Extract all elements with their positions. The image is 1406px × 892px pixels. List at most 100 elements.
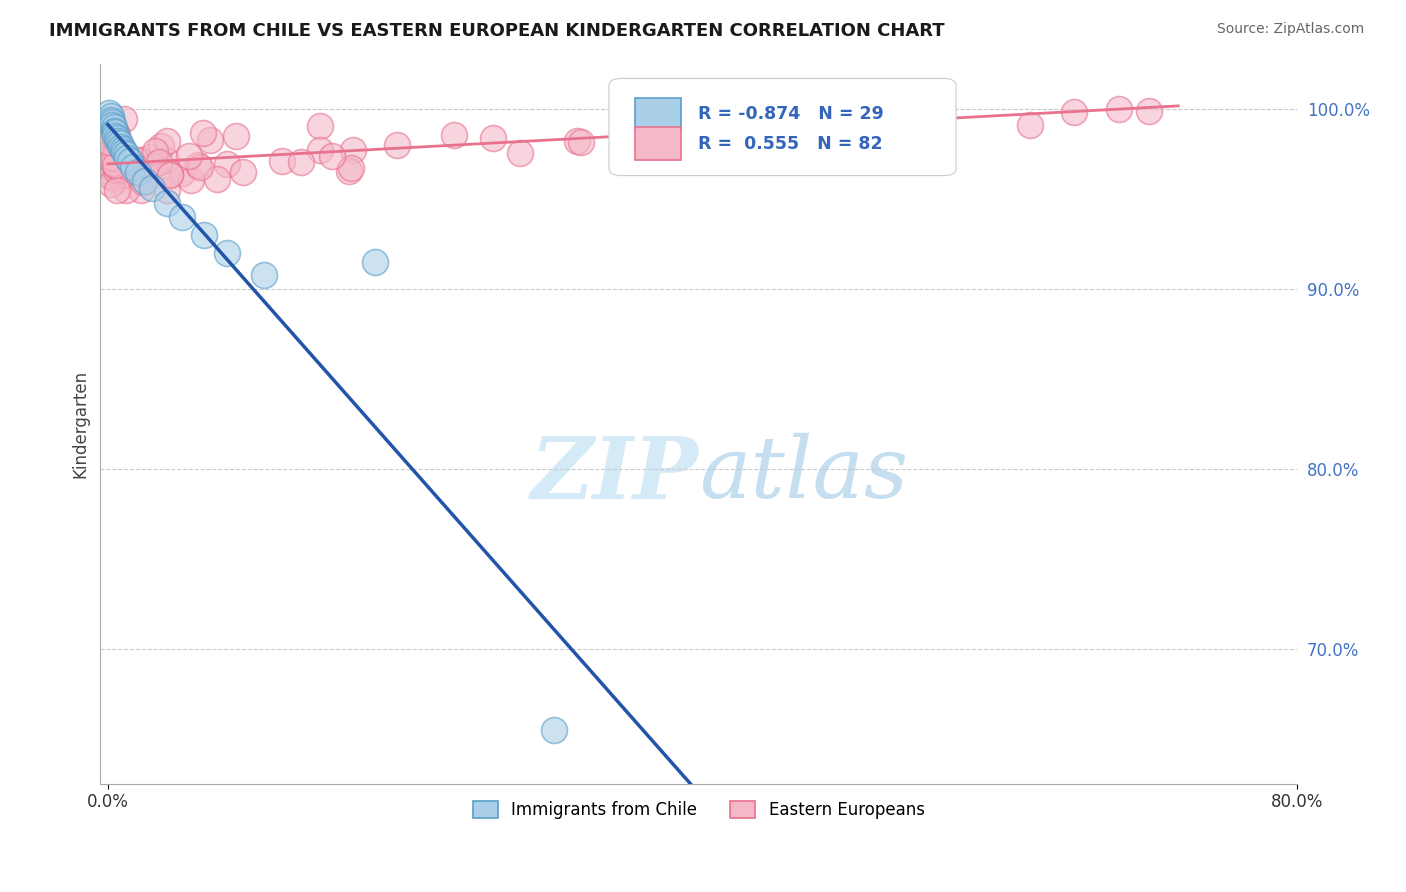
Point [309, 119, 332, 133]
Bar [636, 128, 681, 160]
Text: IMMIGRANTS FROM CHILE VS EASTERN EUROPEAN KINDERGARTEN CORRELATION CHART: IMMIGRANTS FROM CHILE VS EASTERN EUROPEA… [49, 22, 945, 40]
Point [567, 134, 589, 148]
Point [253, 268, 276, 282]
Point [215, 157, 238, 171]
Point [543, 723, 565, 737]
Point [132, 175, 155, 189]
Point [172, 166, 194, 180]
Point [172, 210, 194, 224]
Point [180, 172, 202, 186]
Point [115, 153, 138, 167]
Point [115, 151, 138, 165]
Point [110, 163, 132, 178]
Text: Source: ZipAtlas.com: Source: ZipAtlas.com [1216, 22, 1364, 37]
Point [101, 114, 124, 128]
Text: R =  0.555   N = 82: R = 0.555 N = 82 [697, 135, 882, 153]
Point [232, 164, 254, 178]
Point [105, 160, 128, 174]
Point [112, 168, 135, 182]
Point [198, 133, 221, 147]
Point [669, 134, 692, 148]
Text: ZIP: ZIP [531, 433, 699, 516]
Point [1137, 103, 1160, 118]
Point [104, 150, 127, 164]
Point [100, 112, 122, 127]
Text: atlas: atlas [699, 433, 908, 516]
Point [103, 142, 125, 156]
Point [104, 133, 127, 147]
Point [103, 123, 125, 137]
Point [105, 128, 128, 142]
Point [108, 136, 131, 151]
Point [104, 163, 127, 178]
Point [127, 165, 149, 179]
Point [342, 143, 364, 157]
Point [98, 135, 121, 149]
Point [105, 131, 128, 145]
Point [159, 167, 181, 181]
Point [110, 162, 132, 177]
Point [364, 255, 387, 269]
Point [340, 161, 363, 176]
Point [104, 128, 127, 143]
Point [120, 154, 142, 169]
FancyBboxPatch shape [609, 78, 956, 176]
Y-axis label: Kindergarten: Kindergarten [72, 370, 89, 478]
Point [156, 195, 179, 210]
Point [870, 93, 893, 107]
Point [100, 170, 122, 185]
Point [105, 126, 128, 140]
Point [98, 105, 121, 120]
Point [107, 138, 129, 153]
Point [225, 129, 247, 144]
Point [569, 135, 592, 149]
Point [205, 172, 228, 186]
Point [1018, 118, 1040, 132]
Point [98, 137, 121, 152]
Point [98, 146, 121, 161]
Point [709, 121, 731, 136]
Point [110, 140, 132, 154]
Point [150, 138, 173, 153]
Point [745, 129, 768, 144]
Point [103, 120, 125, 134]
Point [215, 246, 238, 260]
Point [186, 158, 208, 172]
Bar [636, 98, 681, 130]
Point [1063, 104, 1085, 119]
Point [142, 159, 165, 173]
Point [103, 151, 125, 165]
Text: R = -0.874   N = 29: R = -0.874 N = 29 [697, 105, 883, 123]
Point [141, 181, 163, 195]
Point [134, 174, 156, 188]
Point [177, 148, 200, 162]
Point [155, 134, 177, 148]
Point [100, 169, 122, 183]
Point [114, 183, 136, 197]
Point [159, 169, 181, 183]
Point [385, 138, 408, 153]
Point [155, 153, 177, 167]
Point [125, 165, 148, 179]
Point [104, 157, 127, 171]
Point [481, 131, 503, 145]
Point [122, 160, 145, 174]
Point [156, 183, 179, 197]
Point [103, 156, 125, 170]
Point [98, 160, 121, 174]
Point [141, 150, 163, 164]
Point [509, 146, 531, 161]
Point [100, 109, 122, 123]
Point [188, 160, 211, 174]
Point [104, 172, 127, 186]
Point [105, 183, 128, 197]
Point [125, 153, 148, 167]
Legend: Immigrants from Chile, Eastern Europeans: Immigrants from Chile, Eastern Europeans [467, 794, 931, 826]
Point [443, 128, 465, 142]
Point [112, 112, 135, 126]
Point [107, 135, 129, 149]
Point [112, 145, 135, 160]
Point [128, 153, 150, 167]
Point [321, 149, 343, 163]
Point [752, 125, 775, 139]
